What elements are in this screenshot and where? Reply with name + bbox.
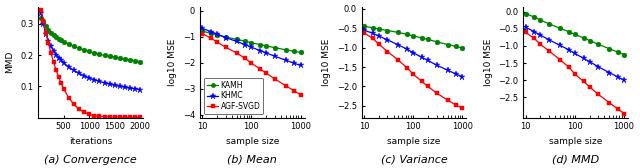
KAMH bbox=[233, 38, 241, 40]
Y-axis label: MMD: MMD bbox=[6, 51, 15, 73]
AGF-SVGD bbox=[282, 85, 290, 87]
X-axis label: iterations: iterations bbox=[69, 137, 112, 146]
KAMH bbox=[271, 47, 279, 49]
X-axis label: sample size: sample size bbox=[549, 137, 602, 146]
KAMH bbox=[248, 42, 255, 44]
KHMC bbox=[291, 62, 298, 64]
AGF-SVGD bbox=[262, 72, 270, 74]
Y-axis label: log10 MSE: log10 MSE bbox=[322, 38, 331, 86]
KHMC bbox=[248, 46, 255, 48]
KAMH bbox=[198, 30, 206, 32]
KAMH bbox=[291, 50, 298, 52]
Text: (c) Variance: (c) Variance bbox=[381, 155, 447, 165]
AGF-SVGD bbox=[222, 46, 230, 48]
Y-axis label: log10 MSE: log10 MSE bbox=[168, 38, 177, 86]
KHMC bbox=[241, 44, 249, 46]
KHMC bbox=[297, 65, 305, 67]
AGF-SVGD bbox=[256, 68, 264, 70]
KAMH bbox=[297, 51, 305, 53]
Line: AGF-SVGD: AGF-SVGD bbox=[200, 31, 303, 97]
KHMC bbox=[256, 50, 264, 52]
KAMH bbox=[222, 36, 230, 38]
KHMC bbox=[262, 52, 270, 54]
Text: (d) MMD: (d) MMD bbox=[552, 155, 599, 165]
X-axis label: sample size: sample size bbox=[387, 137, 440, 146]
Text: (a) Convergence: (a) Convergence bbox=[44, 155, 137, 165]
AGF-SVGD bbox=[207, 37, 214, 39]
X-axis label: sample size: sample size bbox=[225, 137, 279, 146]
AGF-SVGD bbox=[241, 57, 249, 59]
AGF-SVGD bbox=[291, 90, 298, 92]
KHMC bbox=[271, 55, 279, 57]
KHMC bbox=[282, 59, 290, 61]
KAMH bbox=[207, 32, 214, 34]
Line: KAMH: KAMH bbox=[200, 29, 303, 55]
AGF-SVGD bbox=[233, 52, 241, 54]
AGF-SVGD bbox=[248, 62, 255, 64]
KAMH bbox=[262, 45, 270, 47]
KHMC bbox=[207, 31, 214, 33]
KAMH bbox=[213, 34, 221, 36]
KHMC bbox=[213, 33, 221, 35]
KAMH bbox=[282, 49, 290, 51]
AGF-SVGD bbox=[297, 94, 305, 96]
Text: (b) Mean: (b) Mean bbox=[227, 155, 277, 165]
KHMC bbox=[222, 37, 230, 39]
Y-axis label: log10 MSE: log10 MSE bbox=[484, 38, 493, 86]
Line: KHMC: KHMC bbox=[199, 25, 304, 69]
AGF-SVGD bbox=[213, 41, 221, 43]
KAMH bbox=[256, 44, 264, 46]
Legend: KAMH, KHMC, AGF-SVGD: KAMH, KHMC, AGF-SVGD bbox=[204, 78, 264, 114]
KHMC bbox=[198, 27, 206, 29]
KHMC bbox=[233, 40, 241, 43]
AGF-SVGD bbox=[271, 78, 279, 80]
AGF-SVGD bbox=[198, 33, 206, 35]
KAMH bbox=[241, 40, 249, 42]
